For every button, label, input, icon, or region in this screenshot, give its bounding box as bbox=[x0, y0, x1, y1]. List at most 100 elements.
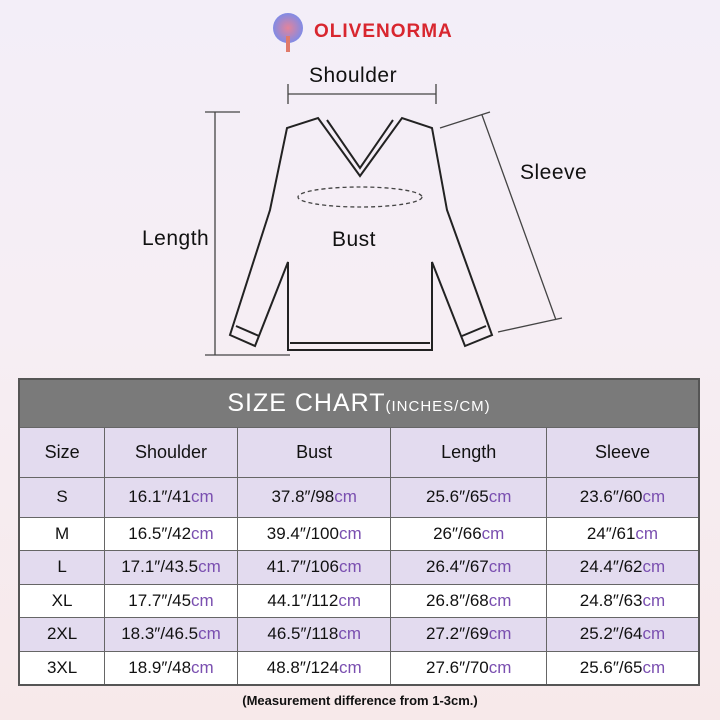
inch-value: 16.5″/42 bbox=[128, 523, 192, 543]
measure-cell: 48.8″/124cm bbox=[236, 650, 392, 685]
size-cell: XL bbox=[18, 583, 106, 618]
shirt-outline bbox=[228, 116, 494, 351]
cm-unit: cm bbox=[642, 557, 666, 577]
shirt-neckline bbox=[326, 119, 394, 170]
cm-unit: cm bbox=[198, 624, 221, 644]
table-row: M 16.5″/42cm 39.4″/100cm 26″/66cm 24″/61cm bbox=[18, 516, 700, 551]
cm-unit: cm bbox=[191, 523, 214, 543]
length-measure-line bbox=[205, 111, 290, 356]
measure-cell: 23.6″/60cm bbox=[545, 476, 700, 518]
inch-value: 17.7″/45 bbox=[128, 590, 192, 610]
cm-unit: cm bbox=[488, 590, 512, 610]
cm-unit: cm bbox=[488, 557, 512, 577]
measure-cell: 25.6″/65cm bbox=[390, 476, 547, 518]
cm-unit: cm bbox=[338, 557, 362, 577]
cm-unit: cm bbox=[191, 590, 214, 610]
measure-cell: 26.8″/68cm bbox=[390, 583, 547, 618]
inch-value: 24.8″/63 bbox=[579, 590, 643, 610]
header-size: Size bbox=[18, 426, 106, 478]
cm-unit: cm bbox=[488, 487, 512, 506]
inch-value: 46.5″/118 bbox=[267, 624, 339, 644]
size-cell: L bbox=[18, 550, 106, 585]
shoulder-label: Shoulder bbox=[309, 64, 398, 87]
shoulder-measure-line bbox=[287, 84, 437, 104]
header-sleeve: Sleeve bbox=[545, 426, 700, 478]
inch-value: 16.1″/41 bbox=[128, 487, 192, 506]
cm-unit: cm bbox=[488, 657, 512, 677]
cm-unit: cm bbox=[642, 590, 666, 610]
cm-unit: cm bbox=[642, 624, 666, 644]
inch-value: 27.6″/70 bbox=[426, 657, 489, 677]
bust-measure-line bbox=[297, 186, 423, 208]
inch-value: 25.6″/65 bbox=[579, 657, 643, 677]
inch-value: 23.6″/60 bbox=[579, 487, 643, 506]
measure-cell: 27.2″/69cm bbox=[390, 617, 547, 652]
measure-cell: 17.7″/45cm bbox=[104, 583, 238, 618]
cm-unit: cm bbox=[198, 557, 221, 577]
measure-cell: 25.2″/64cm bbox=[545, 617, 700, 652]
table-row: XL 17.7″/45cm 44.1″/112cm 26.8″/68cm 24.8″/6… bbox=[18, 583, 700, 618]
measure-cell: 41.7″/106cm bbox=[236, 550, 392, 585]
inch-value: 44.1″/112 bbox=[267, 590, 339, 610]
cm-unit: cm bbox=[642, 657, 666, 677]
size-cell: 3XL bbox=[18, 650, 106, 685]
sleeve-label: Sleeve bbox=[520, 161, 588, 184]
table-title: SIZE CHART(INCHES/CM) bbox=[18, 378, 700, 428]
header-bust: Bust bbox=[236, 426, 392, 478]
measure-cell: 17.1″/43.5cm bbox=[104, 550, 238, 585]
cm-unit: cm bbox=[334, 487, 357, 506]
sleeve-measure-line bbox=[439, 111, 563, 333]
cm-unit: cm bbox=[338, 590, 361, 610]
table-header-row: Size Shoulder Bust Length Sleeve bbox=[18, 426, 700, 478]
inch-value: 39.4″/100 bbox=[266, 523, 339, 543]
inch-value: 18.9″/48 bbox=[128, 657, 192, 677]
size-cell: 2XL bbox=[18, 617, 106, 652]
cm-unit: cm bbox=[635, 523, 659, 543]
measure-cell: 44.1″/112cm bbox=[236, 583, 392, 618]
size-chart-table: SIZE CHART(INCHES/CM) Size Shoulder Bust… bbox=[18, 378, 700, 686]
table-row: 3XL 18.9″/48cm 48.8″/124cm 27.6″/70cm 25.6″/… bbox=[18, 650, 700, 685]
measure-cell: 24.8″/63cm bbox=[545, 583, 700, 618]
measure-cell: 26″/66cm bbox=[390, 516, 547, 551]
measurement-note: (Measurement difference from 1-3cm.) bbox=[242, 693, 478, 708]
measure-cell: 27.6″/70cm bbox=[390, 650, 547, 685]
measure-cell: 18.3″/46.5cm bbox=[104, 617, 238, 652]
header-length: Length bbox=[390, 426, 547, 478]
inch-value: 26.4″/67 bbox=[426, 557, 489, 577]
tree-icon bbox=[273, 13, 303, 52]
measure-cell: 24″/61cm bbox=[545, 516, 700, 551]
inch-value: 18.3″/46.5 bbox=[121, 624, 199, 644]
measure-cell: 37.8″/98cm bbox=[236, 476, 392, 518]
size-cell: S bbox=[18, 476, 106, 518]
measure-cell: 16.5″/42cm bbox=[104, 516, 238, 551]
size-cell: M bbox=[18, 516, 106, 551]
inch-value: 24″/61 bbox=[586, 523, 636, 543]
brand-logo: OLIVENORMA bbox=[268, 10, 453, 54]
measure-cell: 25.6″/65cm bbox=[545, 650, 700, 685]
inch-value: 25.6″/65 bbox=[426, 487, 489, 506]
inch-value: 26″/66 bbox=[433, 523, 482, 543]
inch-value: 17.1″/43.5 bbox=[121, 557, 199, 577]
cm-unit: cm bbox=[191, 487, 214, 506]
inch-value: 26.8″/68 bbox=[426, 590, 489, 610]
measure-cell: 46.5″/118cm bbox=[236, 617, 392, 652]
measure-cell: 26.4″/67cm bbox=[390, 550, 547, 585]
shirt-diagram bbox=[205, 84, 563, 356]
cm-unit: cm bbox=[642, 487, 666, 506]
length-label: Length bbox=[142, 227, 210, 250]
inch-value: 37.8″/98 bbox=[271, 487, 335, 506]
cm-unit: cm bbox=[488, 624, 512, 644]
inch-value: 24.4″/62 bbox=[579, 557, 643, 577]
cm-unit: cm bbox=[191, 657, 214, 677]
measure-cell: 16.1″/41cm bbox=[104, 476, 238, 518]
inch-value: 25.2″/64 bbox=[579, 624, 643, 644]
inch-value: 27.2″/69 bbox=[426, 624, 489, 644]
table-row: S 16.1″/41cm 37.8″/98cm 25.6″/65cm 23.6″/60c… bbox=[18, 476, 700, 518]
inch-value: 48.8″/124 bbox=[266, 657, 339, 677]
inch-value: 41.7″/106 bbox=[266, 557, 339, 577]
brand-name: OLIVENORMA bbox=[314, 21, 453, 42]
bust-label: Bust bbox=[332, 228, 377, 251]
header-shoulder: Shoulder bbox=[104, 426, 238, 478]
cm-unit: cm bbox=[338, 624, 361, 644]
cm-unit: cm bbox=[481, 523, 505, 543]
